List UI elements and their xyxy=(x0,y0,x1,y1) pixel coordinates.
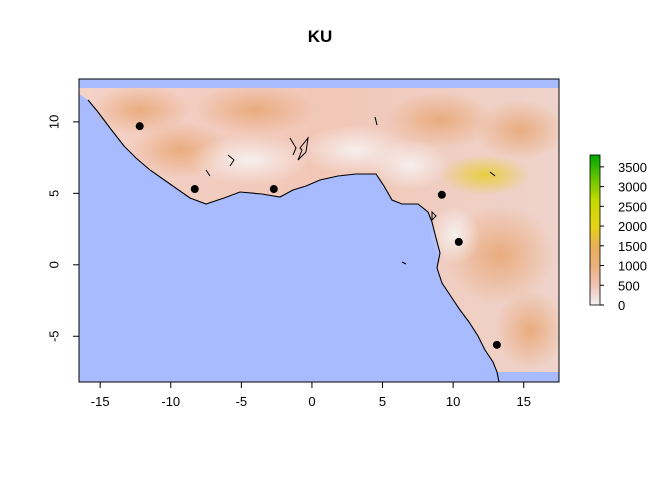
colorbar-swatch xyxy=(589,154,601,306)
plot-title: KU xyxy=(307,27,333,46)
plot-frame xyxy=(78,78,560,383)
colorbar-label: 2000 xyxy=(618,219,647,234)
x-tick-label: 15 xyxy=(516,394,530,409)
x-axis: -15 -10 -5 0 5 10 15 xyxy=(91,382,531,409)
colorbar-label: 3500 xyxy=(618,160,647,175)
colorbar-label: 1500 xyxy=(618,239,647,254)
study-point xyxy=(269,185,278,194)
y-axis: 10 5 0 -5 xyxy=(46,115,79,342)
study-point xyxy=(190,185,199,194)
study-point xyxy=(437,190,446,199)
lakes xyxy=(205,116,496,265)
x-tick-label: -15 xyxy=(91,394,110,409)
y-tick-label: 10 xyxy=(46,115,61,129)
colorbar-label: 500 xyxy=(618,278,640,293)
coastline xyxy=(87,99,500,382)
colorbar-label: 0 xyxy=(618,298,625,313)
y-tick-label: -5 xyxy=(46,330,61,342)
colorbar-label: 2500 xyxy=(618,199,647,214)
colorbar-ticks: 3500 3000 2500 2000 1500 1000 500 0 xyxy=(600,160,647,313)
x-tick-label: -10 xyxy=(161,394,180,409)
points-layer xyxy=(135,122,501,349)
y-tick-label: 0 xyxy=(46,261,61,268)
study-point xyxy=(135,122,144,131)
colorbar-label: 1000 xyxy=(618,259,647,274)
study-point xyxy=(454,237,463,246)
y-tick-label: 5 xyxy=(46,190,61,197)
x-tick-label: 5 xyxy=(379,394,386,409)
map-area xyxy=(79,79,559,382)
colorbar-label: 3000 xyxy=(618,180,647,195)
elevation-shading xyxy=(90,85,559,370)
x-tick-label: 0 xyxy=(308,394,315,409)
x-tick-label: -5 xyxy=(236,394,248,409)
study-point xyxy=(492,340,501,349)
x-tick-label: 10 xyxy=(446,394,460,409)
colorbar: 3500 3000 2500 2000 1500 1000 500 0 xyxy=(589,154,647,313)
